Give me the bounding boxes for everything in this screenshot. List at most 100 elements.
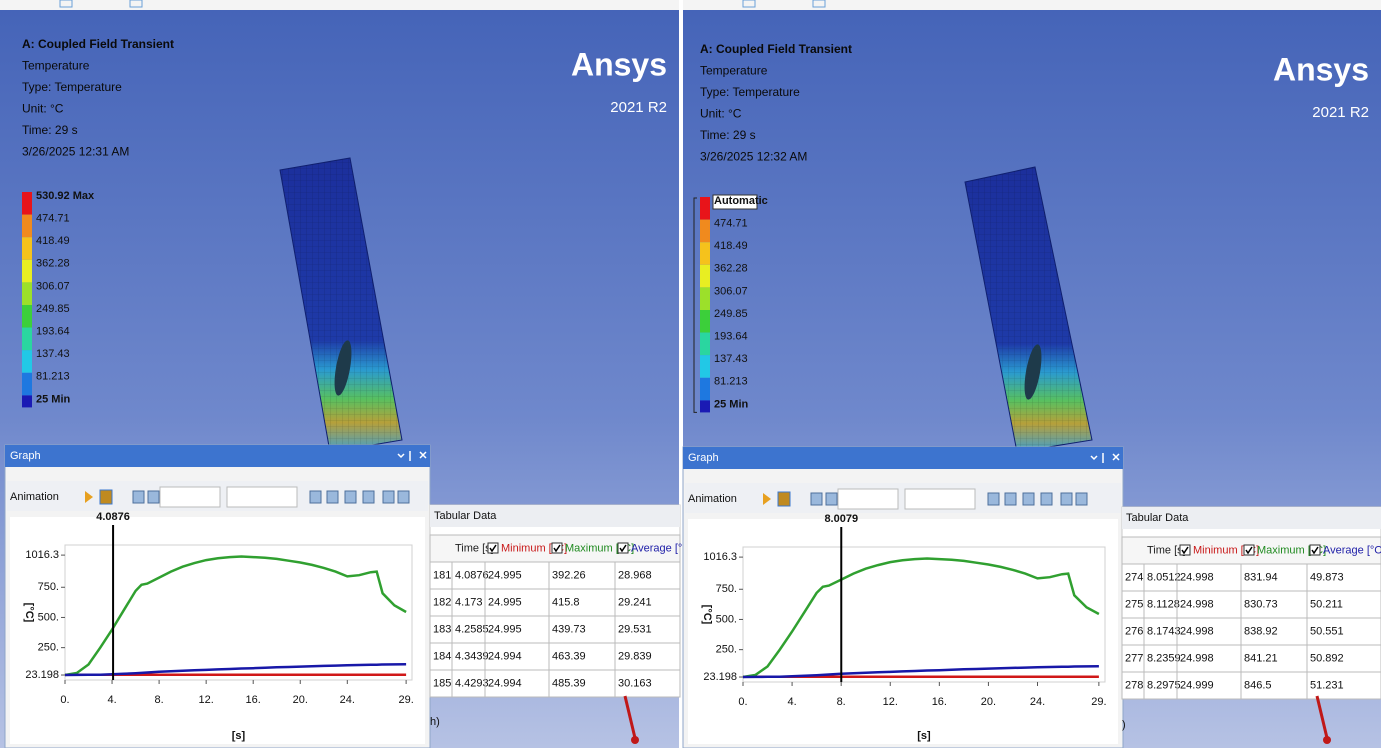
table-cell: 51.231 bbox=[1310, 679, 1344, 691]
toolbar-icon[interactable] bbox=[383, 491, 394, 503]
toolbar-icon[interactable] bbox=[1076, 493, 1087, 505]
toolbar-icon[interactable] bbox=[988, 493, 999, 505]
toolbar-dropdown[interactable] bbox=[905, 489, 975, 509]
axis-triad-tip bbox=[631, 736, 639, 744]
table-cell: 8.1128 bbox=[1147, 598, 1180, 610]
table-cell: 831.94 bbox=[1244, 571, 1278, 583]
legend-swatch bbox=[22, 328, 32, 351]
toolbar-icon[interactable] bbox=[1005, 493, 1016, 505]
toolbar-dropdown[interactable] bbox=[160, 487, 220, 507]
header-line: A: Coupled Field Transient bbox=[700, 42, 852, 56]
table-cell: 838.92 bbox=[1244, 625, 1278, 637]
table-cell: 8.1743 bbox=[1147, 625, 1181, 637]
table-cell: 277 bbox=[1125, 652, 1143, 664]
toolbar-icon[interactable] bbox=[133, 491, 144, 503]
x-tick-label: 8. bbox=[155, 694, 164, 706]
table-cell: 24.994 bbox=[488, 650, 522, 662]
table-cell: 24.998 bbox=[1180, 625, 1214, 637]
table-cell: 463.39 bbox=[552, 650, 586, 662]
legend-swatch bbox=[700, 400, 710, 412]
column-checkbox[interactable] bbox=[552, 543, 562, 553]
table-cell: 415.8 bbox=[552, 596, 580, 608]
toolbar-strip bbox=[0, 0, 679, 10]
toolbar-label[interactable]: Animation bbox=[10, 491, 59, 503]
legend-label: 193.64 bbox=[714, 331, 748, 343]
header-line: Type: Temperature bbox=[700, 85, 800, 99]
table-cell: 8.2975 bbox=[1147, 679, 1181, 691]
toolbar-icon[interactable] bbox=[811, 493, 822, 505]
legend-label: 81.213 bbox=[714, 376, 748, 388]
toolbar-strip bbox=[683, 0, 1381, 10]
legend-swatch bbox=[700, 333, 710, 356]
legend-swatch bbox=[700, 242, 710, 265]
table-cell: 29.839 bbox=[618, 650, 652, 662]
header-line: Time: 29 s bbox=[22, 123, 78, 137]
toolbar-dropdown[interactable] bbox=[838, 489, 898, 509]
legend-label: 249.85 bbox=[36, 303, 70, 315]
column-checkbox[interactable] bbox=[1180, 545, 1190, 555]
table-cell: 392.26 bbox=[552, 569, 586, 581]
y-tick-label: 23.198 bbox=[703, 671, 737, 683]
header-line: 3/26/2025 12:31 AM bbox=[22, 145, 129, 159]
column-checkbox[interactable] bbox=[1310, 545, 1320, 555]
column-checkbox[interactable] bbox=[488, 543, 498, 553]
table-cell: 841.21 bbox=[1244, 652, 1278, 664]
y-tick-label: 750. bbox=[38, 581, 59, 593]
panel-fragment: ) bbox=[1122, 719, 1126, 731]
toolbar-icon[interactable] bbox=[1023, 493, 1034, 505]
table-cell: 4.0876 bbox=[455, 569, 489, 581]
legend-swatch bbox=[700, 355, 710, 378]
stop-button[interactable] bbox=[778, 492, 790, 506]
legend-label: 474.71 bbox=[36, 213, 70, 225]
table-cell: 30.163 bbox=[618, 677, 652, 689]
x-axis-label: [s] bbox=[232, 730, 246, 742]
toolbar-label[interactable]: Animation bbox=[688, 493, 737, 505]
table-cell: 4.173 bbox=[455, 596, 483, 608]
x-tick-label: 12. bbox=[883, 696, 898, 708]
toolbar-icon[interactable] bbox=[398, 491, 409, 503]
toolbar-icon[interactable] bbox=[1061, 493, 1072, 505]
y-axis-label: [°C] bbox=[23, 603, 35, 623]
legend-label: 25 Min bbox=[36, 393, 71, 405]
graph-titlebar bbox=[683, 447, 1123, 469]
legend-swatch bbox=[22, 215, 32, 238]
x-tick-label: 29. bbox=[1091, 696, 1106, 708]
ansys-version: 2021 R2 bbox=[1312, 104, 1369, 121]
toolbar-icon[interactable] bbox=[310, 491, 321, 503]
toolbar-icon[interactable] bbox=[363, 491, 374, 503]
column-checkbox[interactable] bbox=[618, 543, 628, 553]
legend-label: 362.28 bbox=[36, 258, 70, 270]
x-tick-label: 16. bbox=[246, 694, 261, 706]
legend-swatch bbox=[700, 220, 710, 243]
toolbar-icon[interactable] bbox=[1041, 493, 1052, 505]
y-tick-label: 23.198 bbox=[25, 669, 59, 681]
table-cell: 185 bbox=[433, 677, 451, 689]
toolbar-icon[interactable] bbox=[327, 491, 338, 503]
table-cell: 181 bbox=[433, 569, 451, 581]
legend-swatch bbox=[22, 395, 32, 407]
column-checkbox[interactable] bbox=[1244, 545, 1254, 555]
table-cell: 184 bbox=[433, 650, 451, 662]
table-cell: 485.39 bbox=[552, 677, 586, 689]
x-tick-label: 20. bbox=[981, 696, 996, 708]
table-cell: 8.2359 bbox=[1147, 652, 1181, 664]
header-line: Unit: °C bbox=[22, 102, 64, 116]
graph-toolbar bbox=[685, 483, 1121, 513]
graph-titlebar bbox=[5, 445, 430, 467]
toolbar-icon[interactable] bbox=[826, 493, 837, 505]
legend-swatch bbox=[22, 237, 32, 260]
stop-button[interactable] bbox=[100, 490, 112, 504]
column-header: Average [°C] bbox=[1323, 544, 1381, 556]
plot-area bbox=[65, 545, 412, 680]
toolbar-icon[interactable] bbox=[148, 491, 159, 503]
legend-swatch bbox=[700, 287, 710, 310]
table-cell: 4.3439 bbox=[455, 650, 489, 662]
ansys-version: 2021 R2 bbox=[610, 99, 667, 116]
x-tick-label: 0. bbox=[60, 694, 69, 706]
table-cell: 50.892 bbox=[1310, 652, 1344, 664]
legend-swatch bbox=[22, 260, 32, 283]
toolbar-dropdown[interactable] bbox=[227, 487, 297, 507]
legend-swatch bbox=[22, 350, 32, 373]
table-title: Tabular Data bbox=[434, 510, 497, 522]
toolbar-icon[interactable] bbox=[345, 491, 356, 503]
